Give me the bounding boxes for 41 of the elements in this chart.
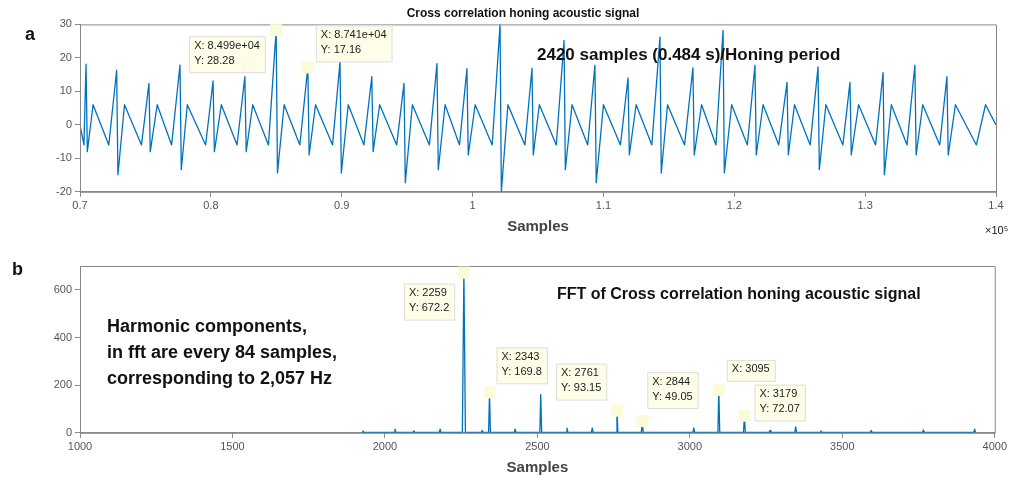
y-tick-label: -20: [56, 184, 72, 197]
x-tick-label: 0.9: [334, 199, 350, 212]
y-tick-label: 30: [59, 17, 72, 30]
y-tick-label: 400: [53, 330, 72, 343]
x-axis-title: Samples: [507, 217, 569, 235]
y-tick-label: -10: [56, 151, 72, 164]
x-tick-label: 1.1: [595, 199, 612, 212]
annotation: X: 3179 Y: 72.07: [759, 387, 800, 415]
x-tick-label: 2500: [525, 440, 550, 453]
x-tick-label: 0.7: [72, 199, 88, 212]
x-tick-label: 0.8: [203, 199, 219, 212]
y-tick-label: 10: [59, 84, 72, 97]
x-tick-label: 1.3: [857, 199, 873, 212]
y-tick-label: 200: [53, 378, 72, 391]
annotation: X: 2259 Y: 672.2: [408, 286, 450, 314]
annotation: FFT of Cross correlation honing acoustic signal: [557, 285, 921, 302]
x-axis-title: Samples: [506, 458, 569, 476]
x-tick-label: 4000: [982, 440, 1008, 453]
annotation: Harmonic components, in fft are every 84 samples, corresponding to 2,057 Hz: [107, 316, 338, 388]
text: b: [12, 259, 23, 279]
text: a: [25, 24, 36, 44]
x-tick-label: 1.4: [988, 199, 1004, 212]
annotation: X: 2761 Y: 93.15: [560, 366, 602, 394]
x-tick-label: 1500: [220, 440, 245, 453]
annotation: X: 2343 Y: 169.8: [501, 349, 542, 377]
annotation: X: 8.499e+04 Y: 28.28: [194, 38, 260, 66]
x-tick-label: 1.2: [726, 199, 742, 212]
chart-title: Cross correlation honing acoustic signal: [406, 5, 640, 20]
x-tick-label: 1: [469, 199, 476, 212]
y-tick-label: 0: [65, 425, 72, 438]
text: ×10⁵: [985, 224, 1009, 236]
y-tick-label: 20: [59, 50, 72, 63]
y-tick-label: 600: [53, 282, 72, 295]
annotation: X: 3095: [731, 362, 770, 375]
annotation: X: 2844 Y: 49.05: [652, 374, 693, 402]
x-tick-label: 3000: [677, 440, 703, 453]
x-tick-label: 1000: [67, 440, 93, 453]
x-tick-label: 3500: [830, 440, 855, 453]
annotation: X: 8.741e+04 Y: 17.16: [320, 27, 387, 55]
x-tick-label: 2000: [372, 440, 398, 453]
y-tick-label: 0: [65, 117, 72, 130]
